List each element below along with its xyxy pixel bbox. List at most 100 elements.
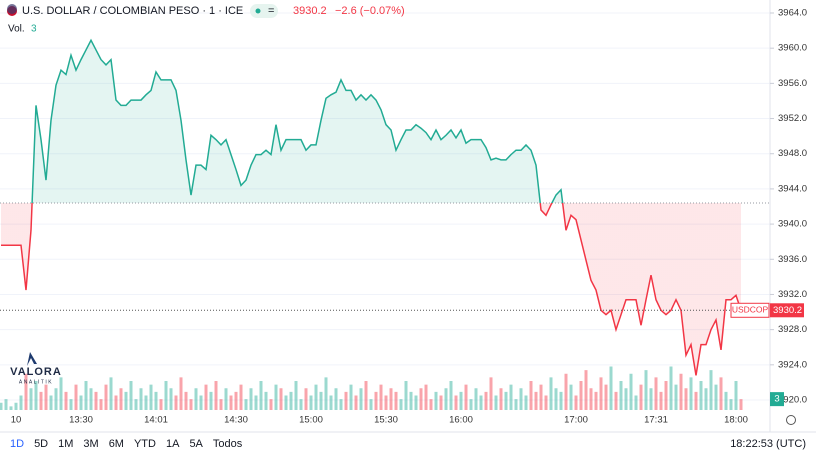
volume-bar (114, 395, 118, 410)
y-tick-label: 3932.0 (778, 289, 807, 300)
volume-bar (419, 388, 423, 410)
settings-icon[interactable] (786, 415, 796, 425)
volume-label: Vol. (8, 24, 25, 35)
watermark-logo (27, 352, 37, 366)
volume-bar (189, 399, 193, 410)
volume-bar (574, 395, 578, 410)
range-button[interactable]: 6M (109, 438, 124, 450)
price-tag-label: 3930.2 (773, 305, 802, 316)
volume-bar (0, 402, 3, 410)
volume-bar (339, 399, 343, 410)
range-button[interactable]: 5D (34, 438, 48, 450)
range-button[interactable]: 5A (189, 438, 203, 450)
range-button[interactable]: 1A (166, 438, 180, 450)
volume-bar (599, 377, 603, 410)
volume-bar (519, 388, 523, 410)
volume-bar (594, 391, 598, 410)
volume-bar (524, 395, 528, 410)
volume-bar (554, 388, 558, 410)
volume-bar (119, 388, 123, 410)
volume-bar (89, 388, 93, 410)
volume-bar (364, 381, 368, 410)
watermark: VALORA (10, 366, 62, 378)
symbol-tag (730, 302, 770, 318)
volume-bar (139, 388, 143, 410)
volume-bar (39, 391, 43, 410)
volume-bar (659, 391, 663, 410)
volume-bar (219, 399, 223, 410)
volume-tag-label: 3 (774, 394, 779, 405)
x-tick-label: 15:30 (374, 415, 398, 426)
volume-bar (129, 381, 133, 410)
x-tick-label: 14:30 (224, 415, 248, 426)
volume-bar (309, 395, 313, 410)
volume-bar (359, 388, 363, 410)
volume-bar (584, 370, 588, 410)
x-tick-label: 10 (11, 415, 22, 426)
price-change: −2.6 (−0.07%) (335, 5, 405, 17)
volume-bar (424, 384, 428, 410)
volume-bar (379, 384, 383, 410)
volume-bar (304, 388, 308, 410)
volume-bar (314, 384, 318, 410)
y-tick-label: 3944.0 (778, 183, 807, 194)
volume-bar (619, 381, 623, 410)
range-button[interactable]: 3M (83, 438, 98, 450)
volume-bar (329, 395, 333, 410)
volume-bar (174, 395, 178, 410)
volume-bar (719, 377, 723, 410)
volume-bar (29, 388, 33, 410)
volume-bar (4, 399, 8, 410)
volume-bar (369, 399, 373, 410)
range-button[interactable]: 1M (58, 438, 73, 450)
volume-bar (184, 391, 188, 410)
volume-bar (234, 391, 238, 410)
volume-bar (654, 377, 658, 410)
range-button[interactable]: YTD (134, 438, 156, 450)
volume-bar (484, 391, 488, 410)
volume-bar (499, 388, 503, 410)
volume-bar (24, 373, 28, 410)
volume-bar (389, 388, 393, 410)
volume-bar (179, 377, 183, 410)
volume-bar (509, 384, 513, 410)
volume-bar (149, 384, 153, 410)
volume-bar (529, 381, 533, 410)
volume-bar (624, 388, 628, 410)
range-button[interactable]: 1D (10, 438, 24, 450)
volume-bar (264, 391, 268, 410)
volume-bar (289, 391, 293, 410)
volume-bar (209, 391, 213, 410)
volume-bar (49, 395, 53, 410)
volume-bar (404, 381, 408, 410)
volume-bar (664, 381, 668, 410)
volume-bar (514, 399, 518, 410)
volume-bar (534, 391, 538, 410)
volume-bar (169, 388, 173, 410)
volume-tag (770, 392, 784, 407)
x-tick-label: 13:30 (69, 415, 93, 426)
x-tick-label: 17:00 (564, 415, 588, 426)
status-badge (250, 4, 278, 18)
volume-bar (159, 399, 163, 410)
y-tick-label: 3940.0 (778, 219, 807, 230)
volume-bar (614, 391, 618, 410)
volume-bar (109, 377, 113, 410)
y-tick-label: 3936.0 (778, 254, 807, 265)
volume-bar (459, 391, 463, 410)
volume-bar (284, 395, 288, 410)
volume-bar (334, 388, 338, 410)
y-tick-label: 3924.0 (778, 359, 807, 370)
volume-bar (609, 366, 613, 410)
volume-bar (439, 395, 443, 410)
volume-bar (9, 406, 13, 410)
range-button[interactable]: Todos (213, 438, 243, 450)
volume-bar (474, 388, 478, 410)
volume-bar (409, 391, 413, 410)
volume-bar (324, 377, 328, 410)
volume-bar (214, 381, 218, 410)
volume-bar (19, 395, 23, 410)
volume-bar (394, 391, 398, 410)
volume-bar (739, 399, 743, 410)
volume-bar (144, 395, 148, 410)
